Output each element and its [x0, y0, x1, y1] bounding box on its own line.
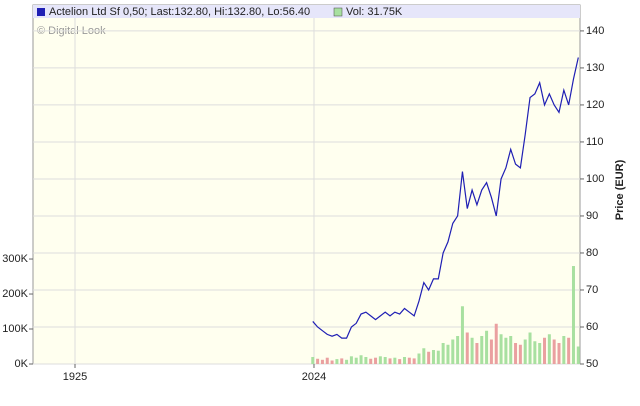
volume-bar [388, 358, 392, 364]
y-tick-label: 130 [586, 62, 604, 74]
legend-label: Vol: 31.75K [346, 6, 403, 18]
volume-bar [403, 357, 407, 364]
volume-bar [543, 337, 547, 364]
volume-bar [514, 343, 518, 364]
price-line [312, 57, 579, 339]
volume-bar [436, 350, 440, 364]
volume-bar [485, 330, 489, 364]
volume-bar [547, 334, 551, 364]
volume-bar [383, 357, 387, 364]
volume-bar [364, 357, 368, 364]
volume-bar [320, 359, 324, 364]
volume-bar [475, 343, 479, 364]
volume-bar [480, 336, 484, 364]
volume-bar [460, 306, 464, 364]
volume-bar [499, 334, 503, 364]
volume-bar [557, 343, 561, 364]
volume-bar [349, 356, 353, 364]
volume-bar [465, 332, 469, 364]
y-tick-label: 60 [586, 321, 598, 333]
y-tick-label: 140 [586, 25, 604, 37]
volume-bar [431, 350, 435, 364]
y2-tick-label: 100K [2, 323, 28, 335]
volume-bar [422, 348, 426, 364]
volume-bar [528, 332, 532, 364]
volume-bar [504, 337, 508, 364]
volume-bar [407, 357, 411, 364]
volume-bar [441, 343, 445, 364]
volume-bar [576, 346, 580, 364]
volume-bar [446, 344, 450, 364]
volume-bar [335, 359, 339, 364]
volume-bar [369, 358, 373, 364]
volume-bar [518, 344, 522, 364]
volume-bar [374, 357, 378, 364]
volume-bar [340, 358, 344, 364]
volume-bar [456, 336, 460, 364]
volume-bar [509, 336, 513, 364]
x-tick-label: 2024 [302, 371, 326, 383]
volume-bar [398, 359, 402, 364]
y2-tick-label: 200K [2, 288, 28, 300]
y-tick-label: 100 [586, 173, 604, 185]
volume-bar [523, 339, 527, 364]
legend-swatch [37, 8, 45, 16]
y-tick-label: 120 [586, 99, 604, 111]
volume-bar [470, 337, 474, 364]
volume-bar [451, 339, 455, 364]
plot-area [32, 4, 581, 365]
y-tick-label: 80 [586, 247, 598, 259]
volume-bar [359, 355, 363, 364]
volume-bar [427, 351, 431, 364]
y-tick-label: 70 [586, 284, 598, 296]
y-tick-label: 110 [586, 136, 604, 148]
volume-bar [571, 266, 575, 364]
volume-bar [552, 339, 556, 364]
y2-tick-label: 300K [2, 253, 28, 265]
volume-bar [417, 353, 421, 364]
volume-bar [345, 359, 349, 364]
volume-bar [533, 341, 537, 364]
volume-bar [562, 336, 566, 364]
y-tick-label: 50 [586, 358, 598, 370]
legend-label: Actelion Ltd Sf 0,50; Last:132.80, Hi:13… [49, 6, 310, 18]
volume-bar [412, 358, 416, 364]
volume-bar [354, 357, 358, 364]
volume-bar [330, 360, 334, 364]
legend-swatch [333, 7, 343, 17]
volume-bar [393, 357, 397, 364]
y2-tick-label: 0K [15, 358, 29, 370]
y-axis-label: Price (EUR) [614, 159, 626, 220]
volume-bar [538, 343, 542, 364]
volume-bar [311, 357, 315, 364]
volume-bar [567, 337, 571, 364]
volume-bar [325, 357, 329, 364]
legend-bar [33, 5, 580, 18]
volume-bar [316, 358, 320, 364]
x-tick-label: 1925 [63, 371, 87, 383]
volume-bar [378, 356, 382, 364]
volume-bar [489, 339, 493, 364]
y-tick-label: 90 [586, 210, 598, 222]
volume-bar [494, 323, 498, 364]
